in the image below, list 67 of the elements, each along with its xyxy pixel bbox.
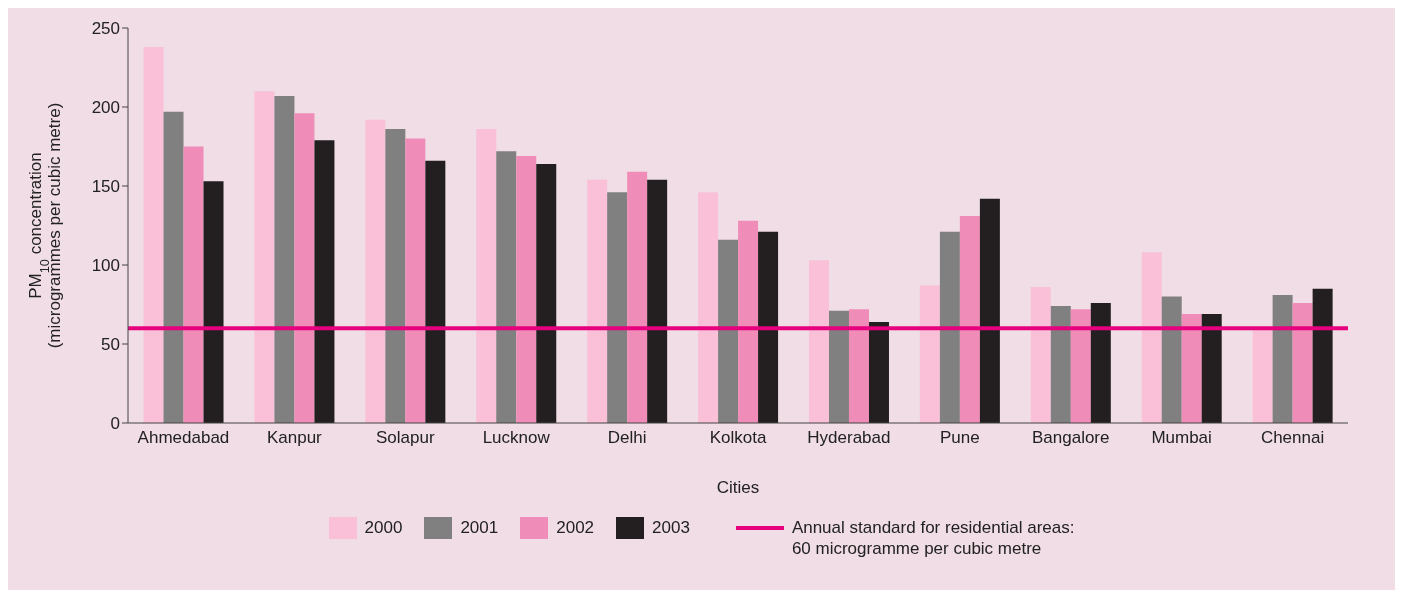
y-tick-label: 200 bbox=[91, 98, 120, 118]
bar bbox=[1272, 295, 1293, 423]
bar bbox=[718, 239, 739, 423]
legend-label: 2001 bbox=[460, 518, 499, 538]
x-tick-label: Kanpur bbox=[266, 428, 323, 448]
bar bbox=[1030, 287, 1051, 423]
x-tick-label: Pune bbox=[939, 428, 980, 448]
bar bbox=[536, 163, 557, 423]
legend-label: 2002 bbox=[556, 518, 595, 538]
bar bbox=[1070, 309, 1091, 423]
x-tick-label: Mumbai bbox=[1151, 428, 1212, 448]
legend-label: 2003 bbox=[652, 518, 690, 538]
x-axis-title: Cities bbox=[716, 478, 760, 497]
bar bbox=[385, 129, 406, 423]
legend-label: Annual standard for residential areas: 60 microgramme per cubic metre bbox=[791, 517, 1075, 559]
bar bbox=[848, 309, 869, 423]
bar bbox=[919, 285, 940, 423]
bar bbox=[1292, 302, 1313, 423]
legend-label: 2000 bbox=[364, 518, 403, 538]
x-tick-label: Bangalore bbox=[1031, 428, 1110, 448]
bar bbox=[738, 220, 759, 423]
bar bbox=[476, 129, 497, 423]
y-tick-label: 100 bbox=[91, 256, 120, 276]
bar bbox=[496, 151, 517, 423]
bar bbox=[587, 179, 608, 423]
bar bbox=[1161, 296, 1182, 423]
bar bbox=[1201, 313, 1222, 423]
bar bbox=[163, 111, 184, 423]
x-tick-label: Hyderabad bbox=[807, 428, 891, 448]
bar bbox=[828, 310, 849, 423]
y-tick-label: 50 bbox=[101, 335, 120, 355]
x-tick-label: Kolkota bbox=[709, 428, 767, 448]
bar bbox=[959, 216, 980, 423]
x-tick-label: Delhi bbox=[607, 428, 647, 448]
bar bbox=[1090, 302, 1111, 423]
bar bbox=[516, 155, 537, 423]
x-tick-label: Ahmedabad bbox=[137, 428, 230, 448]
bar bbox=[425, 160, 446, 423]
y-tick-label: 150 bbox=[91, 177, 120, 197]
bar bbox=[1050, 306, 1071, 423]
bar bbox=[607, 192, 628, 423]
x-tick-label: Chennai bbox=[1260, 428, 1325, 448]
x-tick-label: Solapur bbox=[375, 428, 435, 448]
bar bbox=[274, 95, 295, 423]
bar bbox=[1181, 313, 1202, 423]
bar bbox=[939, 231, 960, 423]
bar bbox=[405, 138, 426, 423]
bar bbox=[808, 260, 829, 423]
bar bbox=[365, 119, 386, 423]
bar bbox=[1312, 288, 1333, 423]
bar bbox=[758, 231, 779, 423]
bar bbox=[314, 140, 335, 423]
bar bbox=[183, 146, 204, 423]
bar bbox=[203, 181, 224, 423]
bar bbox=[294, 113, 315, 423]
bar bbox=[698, 192, 719, 423]
y-tick-label: 0 bbox=[110, 414, 120, 434]
bar bbox=[1141, 252, 1162, 423]
bar bbox=[627, 171, 648, 423]
bar bbox=[979, 198, 1000, 423]
bar bbox=[868, 321, 889, 423]
bar bbox=[143, 46, 164, 423]
x-tick-label: Lucknow bbox=[482, 428, 551, 448]
bar bbox=[647, 179, 668, 423]
bar bbox=[1252, 328, 1273, 423]
y-tick-label: 250 bbox=[91, 19, 120, 39]
bar bbox=[254, 91, 275, 423]
